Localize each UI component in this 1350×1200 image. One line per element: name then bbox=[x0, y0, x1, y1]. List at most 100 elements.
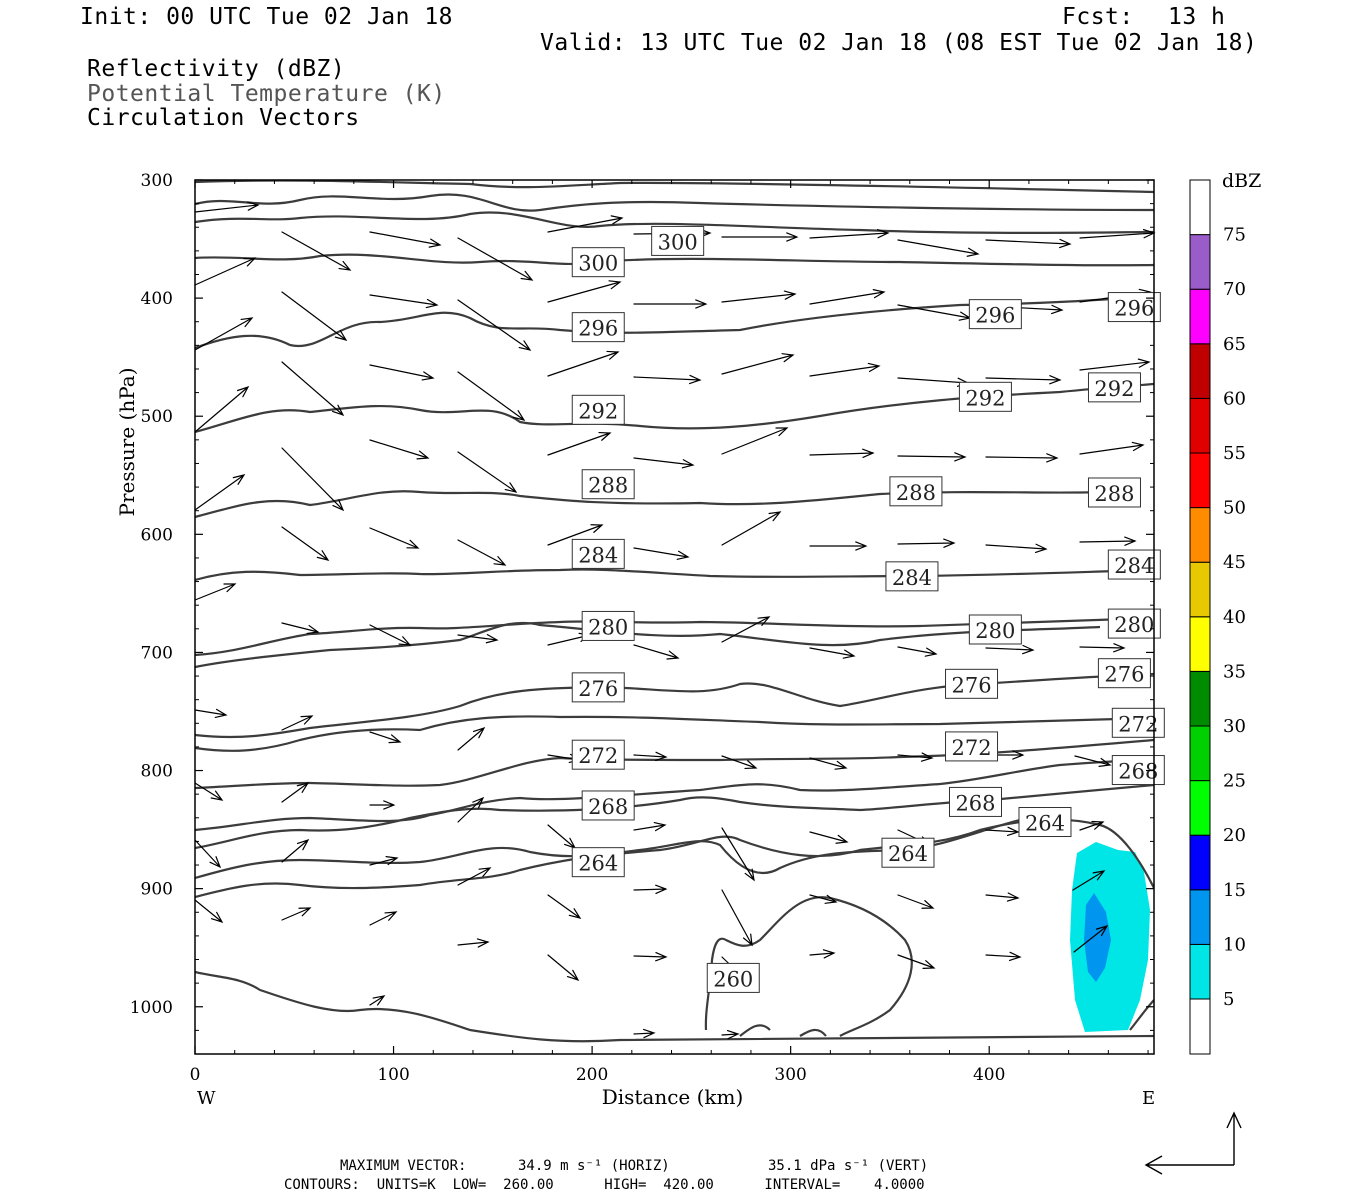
circulation-vector bbox=[369, 624, 412, 646]
colorbar-swatch bbox=[1189, 343, 1211, 399]
theta-contour-line-20 bbox=[1129, 999, 1154, 1031]
contour-label-text: 272 bbox=[578, 744, 618, 768]
colorbar-swatch bbox=[1189, 834, 1211, 891]
contour-label-box bbox=[1097, 658, 1151, 689]
circulation-vector bbox=[809, 894, 838, 904]
circulation-vector bbox=[194, 257, 257, 286]
east-label: E bbox=[1142, 1088, 1155, 1109]
theta-contour-line-17 bbox=[195, 970, 1154, 1043]
contour-label-box bbox=[1087, 372, 1141, 403]
contour-label-280: 280 bbox=[581, 610, 635, 641]
contour-label-280: 280 bbox=[1107, 608, 1161, 639]
circulation-vector bbox=[194, 583, 237, 601]
circulation-vector bbox=[809, 647, 856, 659]
contour-label-264: 264 bbox=[881, 837, 935, 868]
contour-label-box bbox=[945, 668, 999, 699]
theta-contour-line-12 bbox=[195, 738, 1154, 790]
circulation-vector bbox=[633, 751, 668, 762]
colorbar-swatch bbox=[1189, 725, 1211, 782]
contour-label-box bbox=[651, 225, 705, 256]
contour-label-box bbox=[881, 837, 935, 868]
x-tick-label: 400 bbox=[973, 1065, 1005, 1085]
colorbar-level-label: 10 bbox=[1223, 934, 1246, 955]
contour-label-300: 300 bbox=[571, 247, 625, 278]
reference-vector-horizontal bbox=[1144, 1155, 1234, 1175]
circulation-vector bbox=[897, 752, 934, 762]
circulation-vector bbox=[194, 385, 250, 433]
contour-label-box bbox=[581, 610, 635, 641]
contour-label-text: 292 bbox=[1094, 377, 1134, 401]
contour-label-text: 272 bbox=[1118, 712, 1158, 736]
plot-frame bbox=[194, 179, 1155, 1055]
theta-contour-line-16 bbox=[195, 818, 1021, 899]
circulation-vector bbox=[281, 622, 320, 635]
theta-contour-line-11 bbox=[195, 715, 1154, 752]
circulation-vector bbox=[1074, 755, 1112, 768]
circulation-vector bbox=[897, 538, 956, 548]
reflectivity-10dbz-area bbox=[1084, 893, 1111, 982]
contours-info: CONTOURS: UNITS=K LOW= 260.00 HIGH= 420.… bbox=[284, 1177, 925, 1193]
contour-label-text: 276 bbox=[1104, 663, 1144, 687]
circulation-vector bbox=[633, 644, 680, 660]
colorbar-swatch bbox=[1189, 616, 1211, 672]
circulation-vector bbox=[547, 350, 620, 377]
valid-time: Valid: 13 UTC Tue 02 Jan 18 (08 EST Tue … bbox=[540, 30, 1258, 56]
y-axis-title: Pressure (hPa) bbox=[115, 368, 139, 517]
circulation-vector bbox=[897, 452, 967, 462]
circulation-vector bbox=[985, 951, 1022, 962]
contour-label-text: 276 bbox=[578, 677, 618, 701]
circulation-vector bbox=[547, 431, 612, 456]
circulation-vector bbox=[633, 884, 668, 894]
contour-label-text: 288 bbox=[588, 474, 628, 498]
circulation-vector bbox=[721, 232, 799, 242]
contour-label-284: 284 bbox=[1107, 549, 1161, 580]
circulation-vector bbox=[457, 371, 526, 421]
contour-label-box bbox=[571, 739, 625, 770]
colorbar-swatch bbox=[1189, 507, 1211, 563]
contour-label-276: 276 bbox=[571, 672, 625, 703]
theta-contour-line-1 bbox=[195, 193, 1154, 212]
colorbar-below-5 bbox=[1189, 998, 1211, 1055]
colorbar-level-label: 5 bbox=[1223, 989, 1234, 1010]
contour-label-box bbox=[581, 790, 635, 821]
colorbar-level-label: 20 bbox=[1223, 825, 1246, 846]
colorbar-level-label: 25 bbox=[1223, 771, 1246, 792]
circulation-vector bbox=[457, 796, 485, 823]
contour-label-text: 284 bbox=[892, 566, 932, 590]
contour-label-text: 268 bbox=[955, 791, 995, 815]
contour-label-268: 268 bbox=[1111, 755, 1165, 786]
contour-label-box bbox=[1107, 292, 1161, 323]
contour-label-text: 284 bbox=[1114, 554, 1154, 578]
contour-label-box bbox=[958, 381, 1012, 412]
circulation-vector bbox=[194, 708, 228, 719]
colorbar-swatch bbox=[1189, 780, 1211, 836]
circulation-vector bbox=[985, 543, 1048, 553]
circulation-vector bbox=[369, 856, 399, 866]
contour-label-box bbox=[889, 476, 943, 507]
circulation-vector bbox=[1079, 820, 1105, 831]
circulation-vector bbox=[985, 375, 1062, 385]
contour-label-text: 292 bbox=[965, 386, 1005, 410]
x-axis-title: Distance (km) bbox=[602, 1085, 744, 1109]
contour-label-268: 268 bbox=[581, 790, 635, 821]
circulation-vector bbox=[369, 439, 430, 460]
theta-contour-line-13 bbox=[195, 758, 1154, 832]
colorbar-level-label: 50 bbox=[1223, 498, 1246, 519]
contour-label-288: 288 bbox=[1087, 477, 1141, 508]
circulation-vector bbox=[281, 526, 330, 561]
circulation-vector bbox=[369, 231, 442, 248]
contour-label-300: 300 bbox=[651, 225, 705, 256]
circulation-vector bbox=[457, 237, 534, 281]
circulation-vector bbox=[194, 839, 222, 869]
contour-label-264: 264 bbox=[571, 847, 625, 878]
circulation-vector bbox=[369, 995, 386, 1006]
circulation-vector bbox=[633, 547, 690, 560]
contour-label-text: 264 bbox=[1025, 812, 1065, 836]
contour-label-box bbox=[571, 394, 625, 425]
circulation-vector bbox=[721, 1029, 740, 1040]
contour-label-text: 296 bbox=[1114, 297, 1154, 321]
contour-label-box bbox=[1107, 549, 1161, 580]
circulation-vector bbox=[809, 289, 886, 305]
contour-label-text: 268 bbox=[588, 795, 628, 819]
circulation-vector bbox=[985, 238, 1072, 249]
